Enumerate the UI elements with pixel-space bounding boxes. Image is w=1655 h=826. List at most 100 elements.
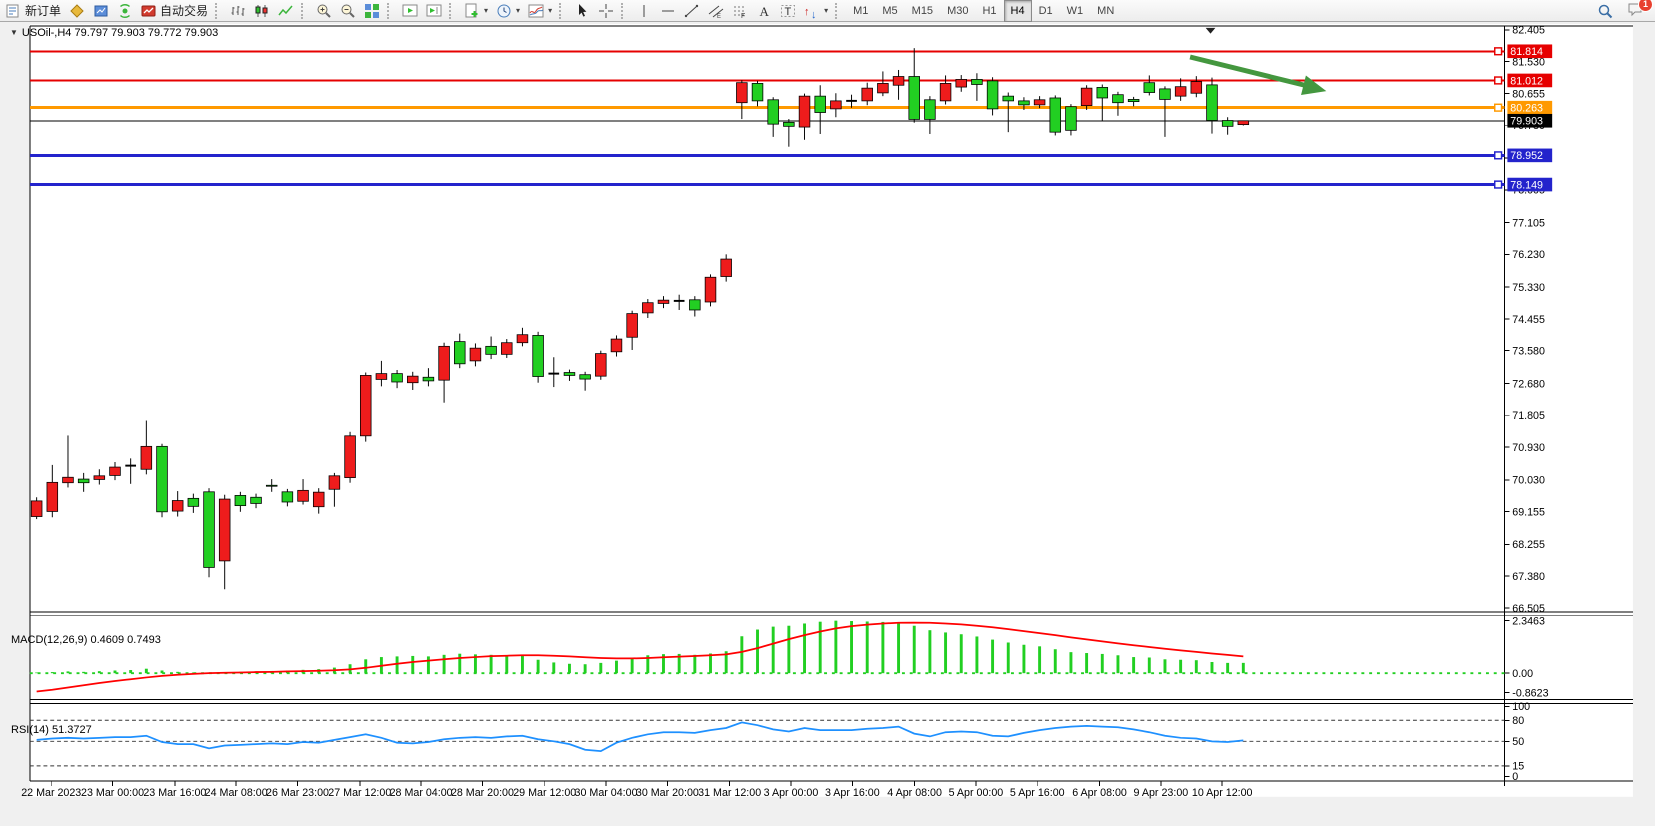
signals-icon	[119, 3, 131, 18]
zoom-out-icon	[341, 4, 355, 18]
price-tick-label: 70.030	[1512, 475, 1545, 487]
notifications-button[interactable]: 1	[1623, 0, 1653, 22]
fibo-icon: F	[734, 6, 747, 19]
line-handle[interactable]	[1494, 180, 1503, 189]
time-axis-label: 22 Mar 2023	[21, 787, 81, 799]
timeframe-d1-button[interactable]: D1	[1038, 4, 1053, 17]
timeframe-m5-button[interactable]: M5	[882, 4, 898, 17]
price-tick-label: 66.505	[1512, 603, 1545, 615]
new-order-button[interactable]: 新订单	[2, 0, 65, 22]
price-chart[interactable]: 82.40581.53080.65579.78078.88078.00577.1…	[0, 22, 1655, 826]
trend-arrow[interactable]	[1189, 54, 1310, 89]
text-button[interactable]: A	[752, 0, 776, 22]
candlestick-chart-button[interactable]	[250, 0, 274, 22]
price-level-badge-text: 81.012	[1510, 75, 1543, 87]
hline-icon	[662, 10, 675, 11]
trendline-button[interactable]	[680, 0, 704, 22]
macd-indicator-label: MACD(12,26,9) 0.4609 0.7493	[11, 634, 161, 646]
vline-icon	[643, 4, 645, 17]
market-watch-button[interactable]	[89, 0, 113, 22]
price-tick-label: 74.455	[1512, 314, 1545, 326]
candle	[1127, 96, 1140, 107]
candle	[626, 310, 638, 350]
line-handle[interactable]	[1494, 47, 1503, 56]
candle	[908, 48, 920, 123]
candle	[1237, 120, 1250, 126]
time-axis-label: 24 Mar 08:00	[205, 787, 268, 799]
equidistant-channel-button[interactable]: E	[704, 0, 728, 22]
timeframe-m1-button[interactable]: M1	[853, 4, 869, 17]
candle	[469, 343, 482, 367]
candle	[46, 464, 59, 518]
search-button[interactable]	[1593, 0, 1617, 22]
candle	[1112, 91, 1124, 116]
candle	[312, 488, 325, 514]
auto-scroll-button[interactable]	[398, 0, 422, 22]
timeframe-h1-button[interactable]: H1	[982, 4, 997, 17]
candle	[485, 336, 497, 360]
price-level-badge	[1507, 148, 1553, 163]
scroll-position-marker[interactable]	[1205, 27, 1216, 34]
line-handle[interactable]	[1494, 151, 1503, 160]
zoom-in-button[interactable]	[312, 0, 336, 22]
price-level-badge-text: 80.263	[1510, 103, 1543, 115]
chart-shift-button[interactable]	[422, 0, 446, 22]
line-chart-icon	[278, 5, 293, 15]
autotrading-button[interactable]: 自动交易	[137, 0, 212, 22]
time-axis-label: 5 Apr 16:00	[1010, 787, 1065, 799]
candle	[924, 96, 936, 134]
candle	[1174, 78, 1187, 101]
gold-icon	[70, 3, 84, 18]
candle	[1002, 92, 1014, 133]
text-label-button[interactable]: T	[776, 0, 800, 22]
signals-button[interactable]	[113, 0, 137, 22]
cursor-button[interactable]	[570, 0, 594, 22]
bars-icon	[231, 5, 245, 16]
new-chart-button[interactable]: ▾	[460, 0, 492, 22]
line-chart-button[interactable]	[274, 0, 298, 22]
price-level-badge	[1507, 44, 1553, 59]
arrows-button[interactable]: ↑ ↓ ▾	[800, 0, 832, 22]
bar-chart-button[interactable]	[226, 0, 250, 22]
candle	[657, 296, 670, 309]
timeframe-mn-button[interactable]: MN	[1097, 4, 1115, 17]
templates-button[interactable]: ▾	[524, 0, 556, 22]
candle	[1049, 95, 1062, 136]
candle	[986, 77, 999, 116]
price-tick-label: 76.230	[1512, 249, 1545, 261]
candle	[689, 296, 701, 317]
vertical-line-button[interactable]	[632, 0, 656, 22]
price-tick-label: 67.380	[1512, 571, 1545, 583]
timeframe-w1-button[interactable]: W1	[1066, 4, 1084, 17]
periods-button[interactable]: ▾	[492, 0, 524, 22]
crosshair-button[interactable]	[594, 0, 618, 22]
rsi-indicator-label: RSI(14) 51.3727	[11, 724, 92, 736]
horizontal-line-button[interactable]	[656, 0, 680, 22]
price-tick-label: 69.155	[1512, 507, 1545, 519]
market-icon	[94, 5, 108, 16]
line-handle[interactable]	[1494, 76, 1503, 85]
time-axis-label: 23 Mar 16:00	[143, 787, 206, 799]
price-tick-label: 71.805	[1512, 410, 1545, 422]
label-icon: T	[781, 4, 796, 18]
price-tick-label: 70.930	[1512, 442, 1545, 454]
tile-windows-button[interactable]	[360, 0, 384, 22]
channel-icon: E	[708, 5, 724, 19]
line-handle[interactable]	[1494, 103, 1503, 112]
candle	[265, 479, 278, 492]
timeframe-h4-button[interactable]: H4	[1003, 0, 1032, 22]
candle	[736, 80, 748, 120]
rsi-axis-label: 0	[1512, 771, 1518, 783]
timeframe-m30-button[interactable]: M30	[947, 4, 969, 17]
zoom-out-button[interactable]	[336, 0, 360, 22]
candle	[501, 339, 513, 358]
time-axis-label: 30 Mar 04:00	[575, 787, 638, 799]
timeframe-m15-button[interactable]: M15	[911, 4, 934, 17]
rsi-axis-label: 50	[1512, 736, 1524, 748]
fibonacci-button[interactable]: F	[728, 0, 752, 22]
deposit-button[interactable]	[65, 0, 89, 22]
chevron-down-icon: ▾	[548, 6, 553, 15]
arrows-icon: ↑ ↓	[804, 6, 817, 19]
collapse-icon[interactable]: ▼	[10, 28, 18, 37]
macd-axis-label: 2.3463	[1512, 616, 1545, 628]
